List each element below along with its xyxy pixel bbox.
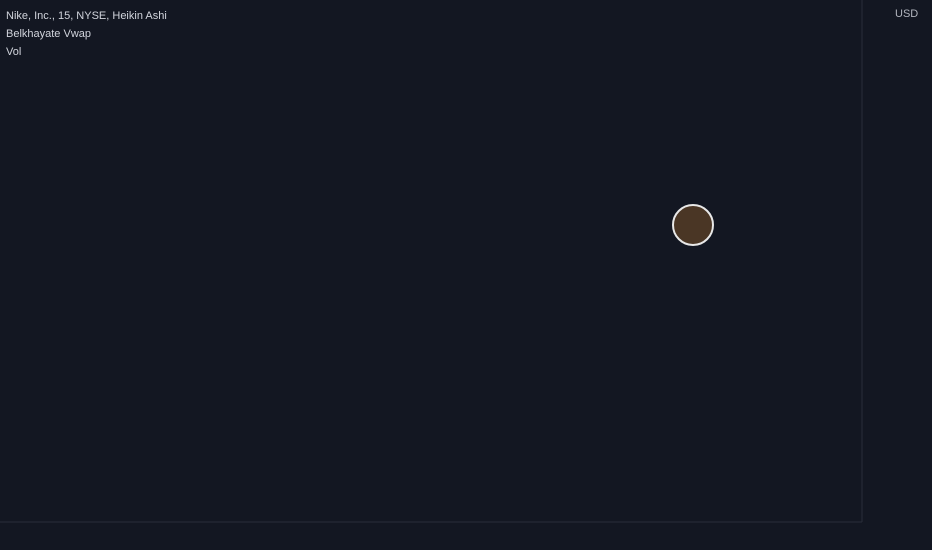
currency: USD <box>895 8 918 20</box>
chart-title: Nike, Inc., 15, NYSE, Heikin Ashi <box>6 10 167 22</box>
annotation-circle <box>672 204 714 246</box>
indicator-title: Belkhayate Vwap <box>6 28 91 40</box>
volume-title: Vol <box>6 46 21 58</box>
